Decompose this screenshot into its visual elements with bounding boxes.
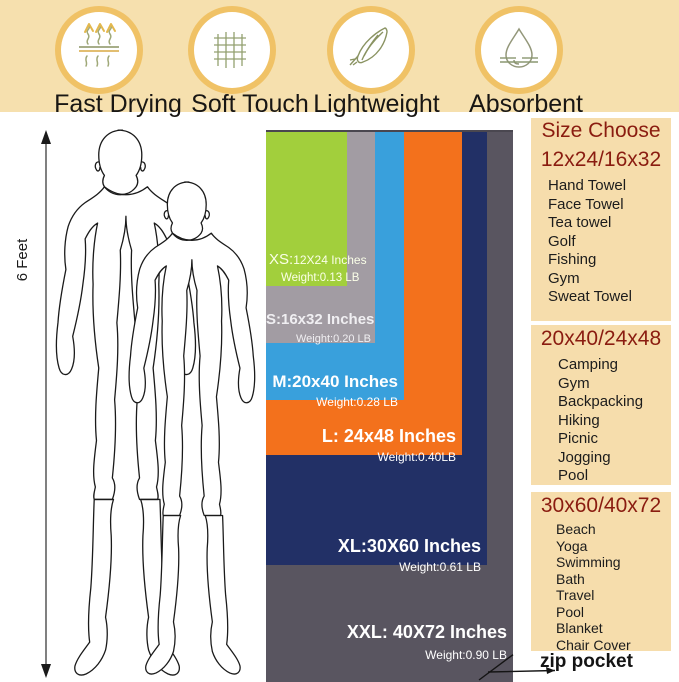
svg-text:6 Feet: 6 Feet	[14, 238, 31, 281]
